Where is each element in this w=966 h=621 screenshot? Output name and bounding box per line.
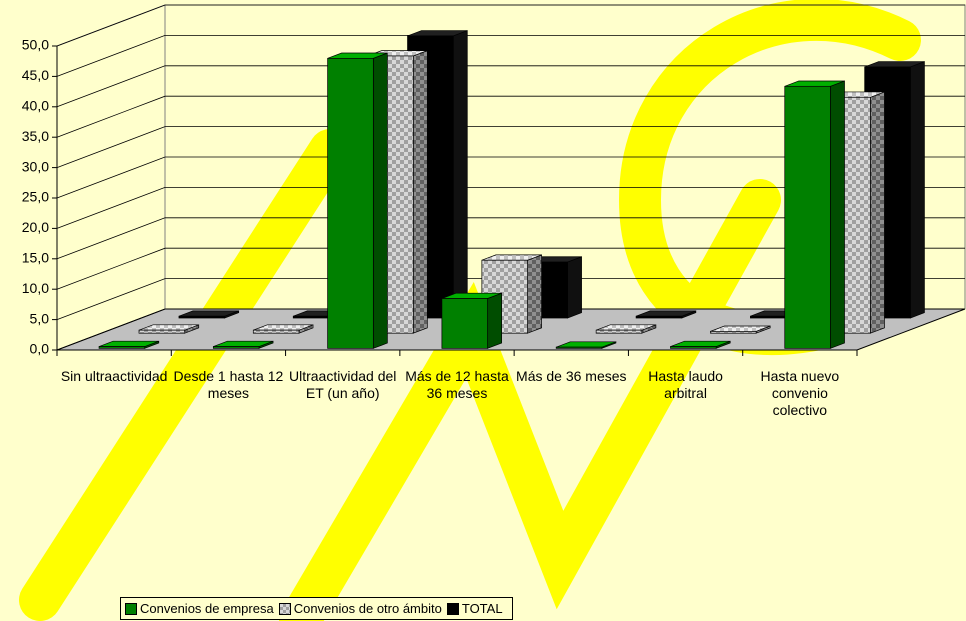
bar-side (830, 80, 845, 349)
bar-front (212, 346, 260, 349)
bar-front (327, 57, 374, 349)
bar (784, 80, 845, 349)
y-tick-label: 10,0 (22, 280, 49, 296)
bar-side (487, 292, 502, 349)
grid-line (56, 186, 965, 229)
y-tick-label: 35,0 (22, 128, 49, 144)
grid-line (56, 65, 965, 108)
legend-item: Convenios de empresa (125, 601, 274, 616)
bar-side (452, 30, 468, 319)
bar-front (635, 315, 683, 319)
bar-front (595, 329, 643, 334)
bar-front (710, 331, 757, 334)
bar (441, 292, 502, 349)
plot: 0,0 5,0 10,0 15,0 20,0 25,0 30,0 35,0 40,0 45,0 50… (22, 4, 966, 357)
bar (327, 52, 388, 349)
bar-front (555, 346, 603, 349)
legend-swatch (125, 602, 137, 615)
bar (670, 340, 731, 349)
bar-front (178, 315, 226, 319)
y-tick-label: 5,0 (30, 310, 50, 326)
bar-front (441, 298, 488, 349)
grid-line (56, 126, 965, 168)
y-tick-label: 15,0 (22, 250, 49, 266)
legend-item: Convenios de otro ámbito (278, 601, 442, 616)
y-tick-label: 30,0 (22, 158, 49, 174)
x-tick-label: Desde 1 hasta 12 meses (173, 368, 284, 401)
grid-line (56, 217, 965, 260)
legend-swatch (446, 602, 459, 615)
y-tick-label: 45,0 (22, 67, 49, 83)
bar (555, 341, 617, 349)
x-tick-label: Hasta nuevo convenio colectivo (760, 368, 840, 418)
bar-side (527, 254, 542, 334)
bar (178, 310, 240, 319)
x-tick-label: Ultraactividad del ET (un año) (289, 368, 397, 401)
bar (252, 324, 314, 334)
bar (635, 310, 697, 319)
bar (138, 324, 200, 334)
y-tick-label: 20,0 (22, 219, 49, 235)
bar (212, 340, 274, 349)
bar-side (910, 61, 925, 319)
grid-line (56, 156, 965, 199)
grid-line (56, 95, 965, 138)
x-tick-label: Más de 36 meses (516, 368, 627, 384)
x-tick-label: Más de 12 hasta 36 meses (405, 368, 509, 401)
bar-front (784, 85, 831, 349)
bar (595, 324, 657, 334)
grid-line (56, 4, 965, 47)
y-tick-label: 0,0 (30, 341, 50, 357)
legend-label: TOTAL (461, 601, 503, 616)
bar (98, 340, 160, 349)
legend: Convenios de empresa Convenios de otro ám… (120, 597, 513, 620)
bar-side (412, 50, 428, 334)
grid-line (56, 278, 965, 320)
y-tick-label: 50,0 (22, 37, 49, 53)
grid-line (56, 247, 965, 290)
y-tick-label: 25,0 (22, 189, 49, 205)
bar (710, 325, 771, 334)
legend-swatch (278, 602, 291, 615)
legend-item: TOTAL (446, 601, 503, 616)
bar-side (870, 91, 885, 334)
legend-label: Convenios de empresa (140, 601, 274, 616)
x-tick-label: Sin ultraactividad (60, 368, 168, 384)
bar-side (372, 52, 388, 349)
bar-side (567, 256, 582, 319)
bar-front (670, 346, 717, 349)
bar-front (138, 329, 186, 334)
x-tick-label: Hasta laudo arbitral (648, 368, 723, 401)
y-tick-label: 40,0 (22, 98, 49, 114)
grid-line (56, 308, 965, 351)
bar-front (98, 346, 146, 349)
legend-label: Convenios de otro ámbito (293, 601, 442, 616)
bar-front (252, 329, 300, 334)
grid-line (56, 35, 965, 77)
